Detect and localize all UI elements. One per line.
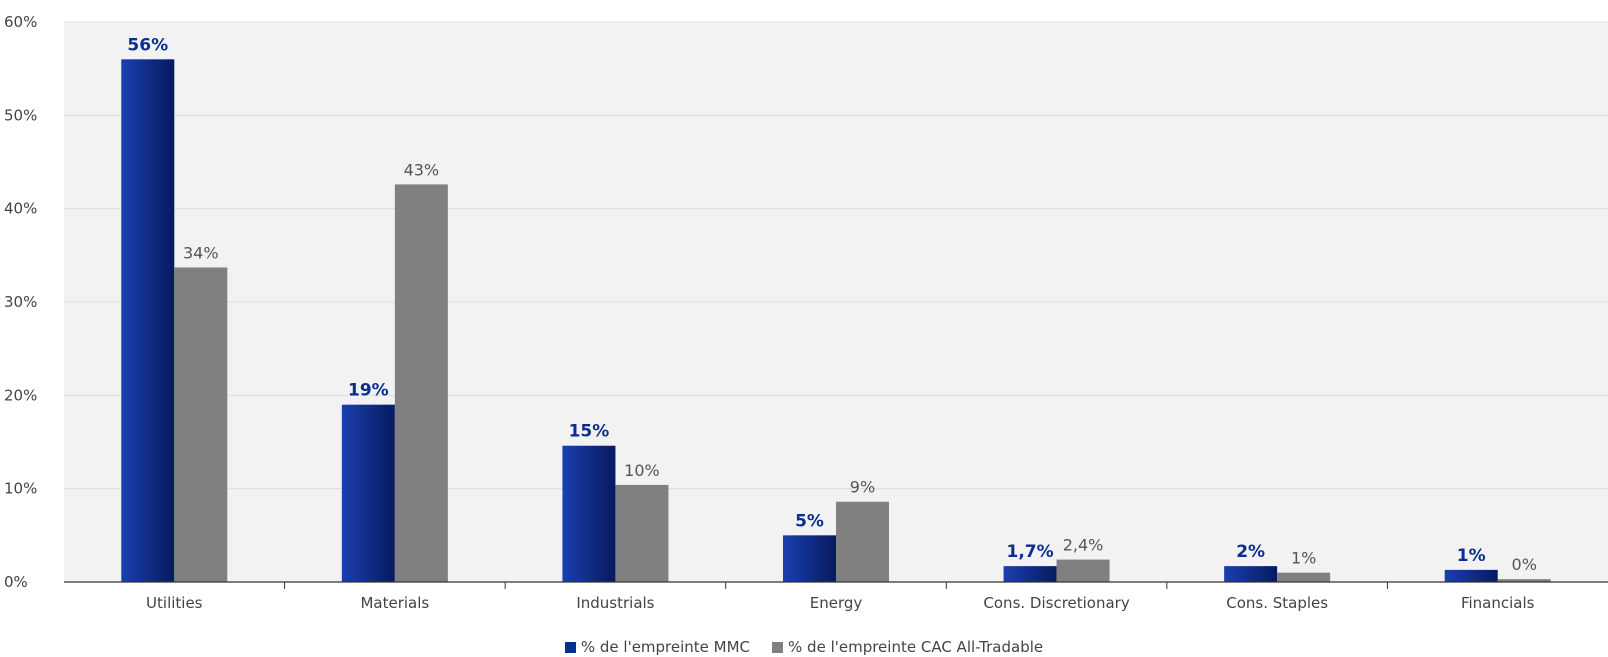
bar [1003,566,1057,582]
y-tick-label: 40% [4,200,37,218]
legend: % de l'empreinte MMC % de l'empreinte CA… [0,638,1608,656]
legend-item-mmc: % de l'empreinte MMC [564,638,751,656]
bar [1056,559,1110,582]
bar [341,404,395,582]
data-label: 43% [404,160,440,179]
y-tick-label: 60% [4,13,37,31]
data-label: 10% [624,461,660,480]
bar [1497,579,1551,582]
legend-item-cac: % de l'empreinte CAC All-Tradable [772,638,1043,656]
bar [615,484,669,582]
data-label: 34% [183,243,219,262]
data-label: 5% [795,511,824,531]
y-tick-label: 0% [4,573,28,591]
bar [836,501,889,582]
bar [394,184,448,582]
bar [783,535,836,582]
bar [121,59,175,583]
data-label: 1% [1291,549,1316,568]
bar [1444,569,1498,582]
x-tick-label: Materials [360,594,429,612]
x-tick-label: Energy [810,594,863,612]
data-label: 1% [1457,546,1486,566]
data-label: 0% [1512,555,1537,574]
y-tick-label: 10% [4,480,37,498]
legend-label-mmc: % de l'empreinte MMC [580,638,751,656]
x-tick-label: Cons. Staples [1226,594,1328,612]
data-label: 9% [850,478,875,497]
x-tick-label: Utilities [146,594,203,612]
y-tick-label: 30% [4,293,37,311]
data-label: 19% [348,381,389,401]
data-label: 56% [127,35,168,55]
legend-swatch-mmc [564,641,576,653]
data-label: 2% [1236,542,1265,562]
y-tick-label: 20% [4,386,37,404]
bar [562,445,616,582]
bar [1224,566,1278,582]
bar [1277,572,1331,582]
y-tick-label: 50% [4,106,37,124]
bar-chart: 0% 10% 20% 30% 40% 50% 60% 56% 34% 19% 43% 15% 10% 5… [4,13,1608,612]
bar [174,267,228,582]
x-tick-label: Cons. Discretionary [983,594,1129,612]
legend-label-cac: % de l'empreinte CAC All-Tradable [788,638,1044,656]
data-label: 2,4% [1063,536,1104,555]
legend-swatch-cac [772,641,784,653]
x-tick-label: Financials [1461,594,1535,612]
data-label: 15% [569,422,610,442]
x-tick-label: Industrials [576,594,654,612]
data-label: 1,7% [1006,542,1053,562]
